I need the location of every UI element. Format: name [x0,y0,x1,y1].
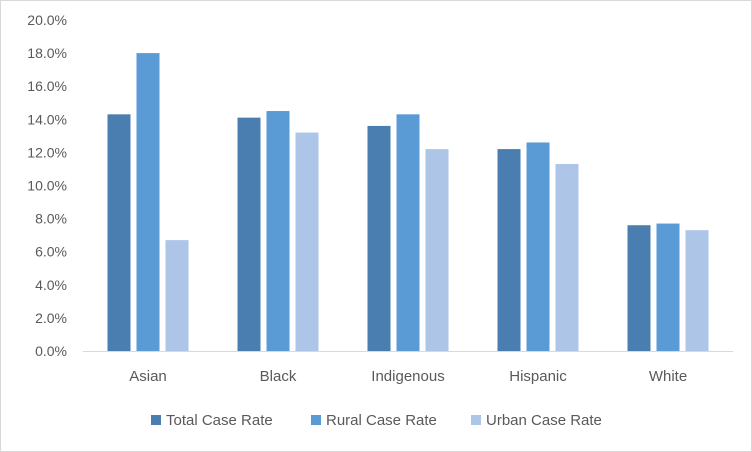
legend-label: Rural Case Rate [326,412,437,429]
bars [107,53,709,352]
bar-rural-case-rate-white [656,223,680,351]
bar-rural-case-rate-asian [136,53,160,351]
y-tick-label: 8.0% [35,211,67,227]
legend-item-urban-case-rate: Urban Case Rate [471,412,602,429]
y-tick-label: 20.0% [27,12,67,28]
y-tick-label: 16.0% [27,78,67,94]
legend: Total Case Rate Rural Case Rate Urban Case… [151,412,602,429]
x-category-label: Asian [129,368,167,385]
x-category-label: Indigenous [371,368,444,385]
bar-total-case-rate-black [237,117,261,352]
bar-total-case-rate-hispanic [497,149,521,351]
bar-total-case-rate-asian [107,114,131,352]
y-axis-ticks: 0.0% 2.0% 4.0% 6.0% 8.0% 10.0% 12.0% 14.0% 16.0%… [27,12,67,359]
legend-label: Urban Case Rate [486,412,602,429]
legend-label: Total Case Rate [166,412,273,429]
bar-total-case-rate-indigenous [367,125,391,351]
bar-urban-case-rate-white [685,230,709,351]
bar-urban-case-rate-indigenous [425,149,449,351]
legend-item-total-case-rate: Total Case Rate [151,412,273,429]
bar-rural-case-rate-hispanic [526,142,550,351]
y-tick-label: 0.0% [35,343,67,359]
bar-urban-case-rate-black [295,132,319,351]
legend-item-rural-case-rate: Rural Case Rate [311,412,437,429]
x-category-label: White [649,368,687,385]
y-tick-label: 2.0% [35,310,67,326]
bar-urban-case-rate-asian [165,240,189,351]
y-tick-label: 4.0% [35,277,67,293]
y-tick-label: 10.0% [27,178,67,194]
y-tick-label: 6.0% [35,244,67,260]
x-axis-labels: Asian Black Indigenous Hispanic White [129,368,687,385]
bar-urban-case-rate-hispanic [555,163,579,351]
legend-swatch [151,415,161,425]
y-tick-label: 14.0% [27,111,67,127]
bar-total-case-rate-white [627,225,651,351]
bar-rural-case-rate-indigenous [396,114,420,352]
legend-swatch [311,415,321,425]
x-category-label: Hispanic [509,368,567,385]
y-tick-label: 18.0% [27,45,67,61]
bar-rural-case-rate-black [266,111,290,352]
legend-swatch [471,415,481,425]
y-tick-label: 12.0% [27,144,67,160]
x-category-label: Black [260,368,297,385]
